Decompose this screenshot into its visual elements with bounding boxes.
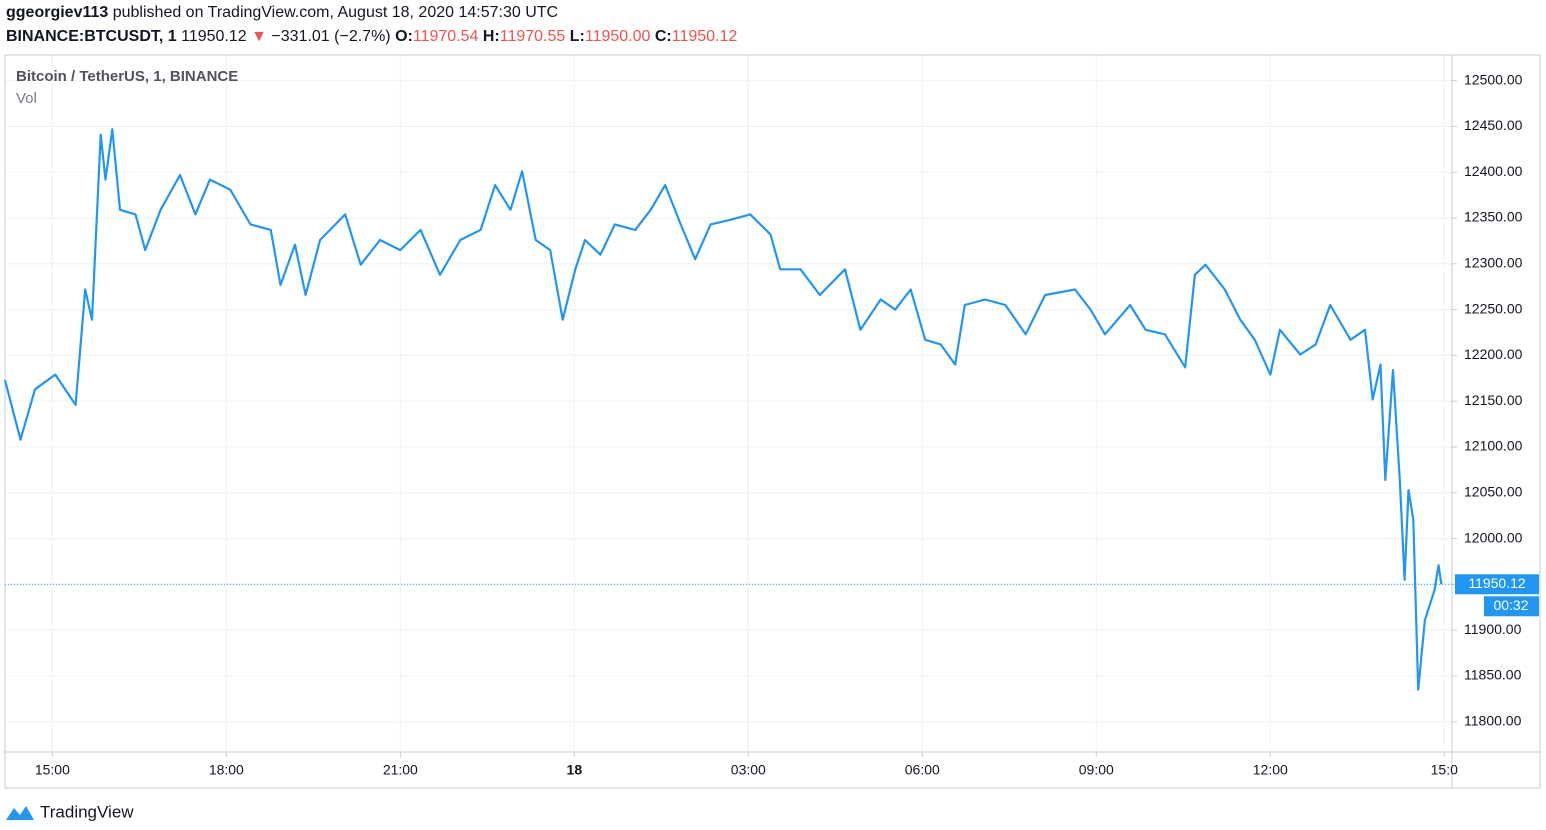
y-tick-label: 12400.00 — [1464, 163, 1523, 179]
publish-line: ggeorgiev113 published on TradingView.co… — [6, 4, 558, 22]
x-tick-label: 21:00 — [383, 762, 418, 778]
quote-line: BINANCE:BTCUSDT, 1 11950.12 ▼ −331.01 (−… — [6, 28, 737, 46]
change: −331.01 (−2.7%) — [271, 28, 391, 45]
chart-frame — [4, 54, 1541, 789]
open: 11970.54 — [412, 28, 479, 45]
y-tick-label: 12350.00 — [1464, 209, 1523, 225]
y-tick-label: 12300.00 — [1464, 255, 1523, 271]
l-label: L: — [569, 28, 585, 45]
y-tick-label: 11800.00 — [1464, 712, 1522, 728]
o-label: O: — [395, 28, 413, 45]
y-tick-label: 11850.00 — [1464, 667, 1522, 683]
last-price-tag — [1455, 574, 1539, 595]
chart-title: Bitcoin / TetherUS, 1, BINANCE — [16, 68, 238, 85]
grid — [5, 55, 1452, 752]
price: 11950.12 — [181, 28, 247, 45]
y-tick-label: 12000.00 — [1464, 529, 1523, 545]
x-tick-label: 15:00 — [35, 762, 70, 778]
published: published on TradingView.com, August 18,… — [112, 4, 559, 21]
y-tick-label: 11900.00 — [1464, 621, 1522, 637]
y-tick-label: 12100.00 — [1464, 438, 1523, 454]
close: 11950.12 — [671, 28, 738, 45]
y-tick-label: 12150.00 — [1464, 392, 1523, 408]
x-tick-label: 15:0 — [1431, 762, 1458, 778]
author: ggeorgiev113 — [6, 4, 109, 21]
h-label: H: — [482, 28, 500, 45]
x-tick-label: 09:00 — [1079, 762, 1114, 778]
x-tick-label: 03:00 — [731, 762, 766, 778]
x-tick-label: 18 — [567, 762, 583, 778]
price-line — [3, 128, 1443, 691]
y-tick-label: 12450.00 — [1464, 117, 1523, 133]
high: 11970.55 — [499, 28, 566, 45]
y-tick-label: 12500.00 — [1464, 71, 1523, 87]
low: 11950.00 — [584, 28, 651, 45]
y-tick-label: 12250.00 — [1464, 300, 1523, 316]
x-tick-label: 06:00 — [905, 762, 940, 778]
x-tick-label: 18:00 — [209, 762, 244, 778]
c-label: C: — [654, 28, 672, 45]
symbol: BINANCE:BTCUSDT, 1 — [6, 28, 177, 45]
brand-logo — [6, 806, 34, 820]
last-price-label: 11950.12 — [1468, 575, 1526, 591]
x-tick-label: 12:00 — [1253, 762, 1288, 778]
y-tick-label: 12050.00 — [1464, 484, 1523, 500]
brand-name: TradingView — [40, 802, 134, 821]
volume-label: Vol — [16, 90, 37, 107]
brand: TradingView — [6, 802, 134, 821]
countdown-label: 00:32 — [1493, 597, 1528, 613]
arrow: ▼ — [251, 28, 267, 45]
y-tick-label: 12200.00 — [1464, 346, 1523, 362]
countdown-tag — [1484, 596, 1539, 617]
